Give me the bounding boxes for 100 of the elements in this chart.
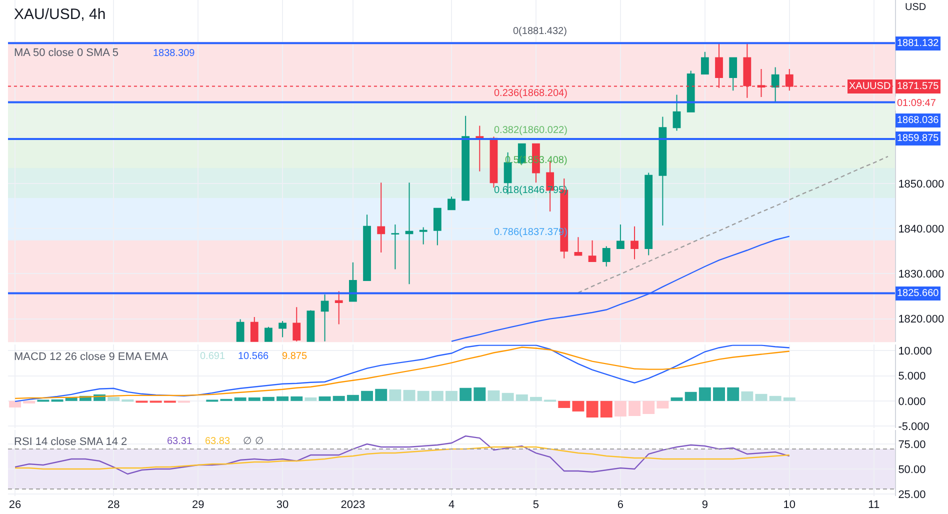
bar <box>502 392 514 401</box>
bar <box>572 400 584 412</box>
annotation: 10.566 <box>238 351 270 362</box>
annotation: 0(1881.432) <box>513 26 567 37</box>
candlestick <box>236 318 244 342</box>
candlestick <box>462 115 470 201</box>
bar <box>755 394 768 401</box>
candlestick <box>334 290 343 325</box>
bar <box>108 396 120 401</box>
bar <box>262 396 274 401</box>
annotation: ∅ ∅ <box>243 436 264 447</box>
bar <box>417 390 430 401</box>
bar <box>431 390 444 401</box>
bar <box>769 396 782 401</box>
bar <box>318 396 331 401</box>
candlestick <box>278 320 286 338</box>
bar <box>276 396 289 401</box>
candlestick <box>588 240 596 262</box>
bar <box>642 400 655 414</box>
bar <box>389 389 402 401</box>
bar <box>614 400 626 416</box>
bar <box>698 387 711 401</box>
bar <box>516 394 528 401</box>
annotation: 0.691 <box>200 351 226 362</box>
candlestick <box>771 66 780 103</box>
candlestick <box>250 316 258 342</box>
annotation: 63.83 <box>205 436 230 447</box>
y-tick-label: 1830.000 <box>898 268 944 281</box>
bar <box>530 396 542 401</box>
x-tick-label: 9 <box>702 499 708 511</box>
x-tick-label: 5 <box>532 499 540 511</box>
candlestick <box>644 172 653 256</box>
bar <box>558 400 570 408</box>
y-axis-title: USD <box>905 2 926 13</box>
x-tick-label: 30 <box>276 499 289 511</box>
ref-line-label: 1871.575 <box>897 81 940 92</box>
ref-line-label: 1881.132 <box>897 38 940 49</box>
candlestick <box>391 224 400 270</box>
x-tick-label: 4 <box>448 499 455 511</box>
y-tick-label: 1850.000 <box>898 178 944 190</box>
band-label: 0.382(1860.022) <box>494 125 568 136</box>
y-tick-label: 25.00 <box>898 488 926 501</box>
annotation: 9.875 <box>282 351 308 362</box>
line-series <box>14 446 790 470</box>
bar <box>783 397 796 401</box>
x-tick-label: 10 <box>783 499 796 511</box>
y-tick-label: 75.00 <box>898 438 926 451</box>
candlestick <box>616 224 624 249</box>
annotation: MACD 12 26 close 9 EMA EMA <box>14 351 169 363</box>
candlestick <box>630 226 638 260</box>
bar <box>460 388 472 401</box>
chart-title: XAU/USD, 4h <box>14 6 106 23</box>
candlestick <box>320 294 329 342</box>
text: 01:09:47 <box>897 98 936 109</box>
candlestick <box>405 182 414 285</box>
bar <box>600 400 612 418</box>
x-tick-label: 26 <box>8 499 22 511</box>
bar <box>586 400 598 418</box>
bar <box>488 390 500 401</box>
candlestick <box>377 182 386 254</box>
bar <box>684 392 697 401</box>
candlestick <box>363 214 371 281</box>
candlestick <box>292 306 301 342</box>
candlestick <box>658 116 667 226</box>
bar <box>346 394 359 401</box>
candlestick <box>700 51 709 74</box>
bar <box>628 400 641 416</box>
candlestick <box>729 57 738 92</box>
x-tick-label: 29 <box>192 499 204 511</box>
bar <box>656 400 669 408</box>
bar <box>446 390 458 401</box>
candlestick <box>264 326 272 342</box>
candlestick <box>433 208 442 246</box>
candlestick <box>476 125 484 172</box>
bar <box>304 397 317 401</box>
bar <box>9 400 22 408</box>
line-series <box>578 156 889 294</box>
x-tick-label: 6 <box>617 499 624 511</box>
annotation: 1838.309 <box>153 48 196 59</box>
bar <box>403 390 416 401</box>
candlestick <box>672 94 681 132</box>
x-tick-label: 28 <box>107 499 120 511</box>
y-tick-label: 5.000 <box>898 370 926 383</box>
y-tick-label: -5.000 <box>898 420 930 433</box>
candlestick <box>306 310 315 342</box>
annotation: XAUUSD <box>849 81 891 92</box>
bar <box>670 397 683 401</box>
candlestick <box>686 70 695 112</box>
bar <box>713 387 725 401</box>
candlestick <box>574 236 582 256</box>
candlestick <box>348 262 357 302</box>
bar <box>361 390 374 401</box>
bar <box>375 388 388 401</box>
ref-line-label: 1825.660 <box>897 288 940 299</box>
ref-line-label: 1868.036 <box>897 115 940 126</box>
y-tick-label: 1840.000 <box>898 223 944 236</box>
annotation: MA 50 close 0 SMA 5 <box>14 47 119 59</box>
candlestick <box>419 226 428 245</box>
bar <box>474 387 486 401</box>
annotation: RSI 14 close SMA 14 2 <box>14 436 128 448</box>
